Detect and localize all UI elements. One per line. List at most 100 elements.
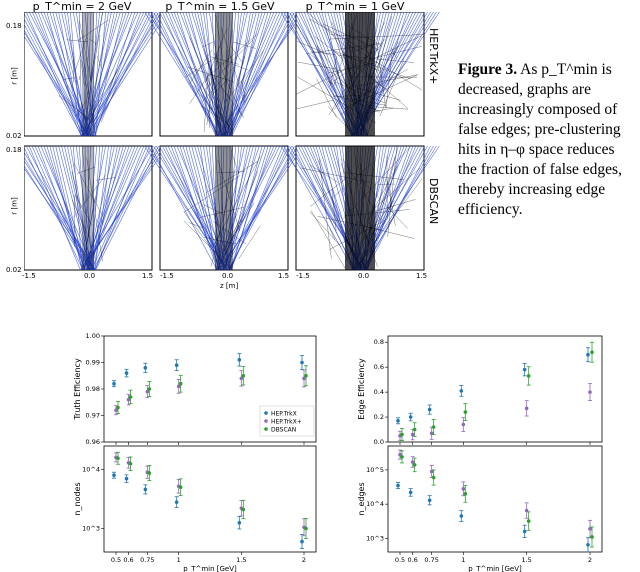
data-point: [124, 476, 129, 481]
xtick: 1.5: [142, 272, 154, 280]
data-point: [178, 381, 183, 386]
caption-text: As p_T^min is decreased, graphs are incr…: [458, 61, 622, 218]
data-point: [112, 473, 116, 478]
y-tick-label: 10^4: [82, 465, 100, 473]
data-point: [114, 408, 118, 412]
ytick-bot-2: 0.02: [6, 266, 22, 274]
data-point: [461, 487, 466, 491]
data-point: [300, 360, 304, 365]
data-point: [588, 390, 592, 394]
data-point: [143, 487, 148, 492]
data-point: [174, 500, 179, 504]
data-point: [412, 427, 417, 432]
data-point: [412, 463, 417, 467]
x-tick-label: 0.75: [424, 556, 438, 564]
data-point: [128, 461, 133, 466]
y-tick-label: 10^3: [366, 534, 384, 542]
col-title-2gev: p_T^min = 2 GeV: [32, 0, 132, 13]
data-point: [410, 432, 415, 437]
data-point: [145, 389, 150, 394]
data-point: [128, 395, 133, 399]
xtick: 0.0: [358, 272, 370, 280]
data-point: [526, 374, 531, 378]
data-point: [241, 373, 246, 378]
data-point: [429, 469, 434, 474]
xtick: 0.0: [84, 272, 96, 280]
yaxis-label-1: r [m]: [10, 67, 19, 85]
data-point: [396, 483, 400, 488]
data-point: [241, 507, 246, 512]
data-point: [429, 431, 434, 436]
xtick: 0.0: [222, 272, 234, 280]
xtick: 1.5: [278, 272, 290, 280]
data-point: [459, 514, 464, 518]
data-point: [237, 520, 242, 525]
y-tick-label: 10^5: [366, 466, 384, 474]
data-point: [116, 456, 120, 461]
data-point: [237, 358, 242, 362]
x-tick-label: 1.5: [521, 556, 531, 564]
ytick-bot-1: 0.02: [6, 132, 22, 140]
xaxis-label: z [m]: [220, 282, 239, 290]
x-tick-label: 0.5: [395, 556, 405, 564]
event-display-grid: [24, 12, 440, 271]
data-point: [590, 350, 594, 355]
y-axis-label: Edge Efficiency: [357, 358, 366, 419]
event-display-panel: [144, 145, 304, 271]
data-point: [178, 485, 183, 490]
data-point: [300, 539, 304, 544]
data-point: [408, 490, 413, 495]
data-point: [461, 422, 466, 427]
data-point: [431, 425, 436, 429]
y-tick-label: 0.2: [374, 413, 384, 421]
chart-panel: 10^4 10^3 n_nodes 0.5 0.6 0.75 1 1.5 2 p_T^min [G…: [73, 445, 317, 572]
x-tick-label: 1.5: [236, 556, 246, 564]
data-point: [586, 542, 590, 547]
y-tick-label: 0.8: [374, 338, 384, 346]
y-axis-label: Truth Efficiency: [73, 358, 82, 421]
legend-entry: HEP.TrkX: [271, 411, 297, 418]
data-point: [526, 519, 531, 523]
data-point: [463, 410, 468, 414]
event-display-panel: [144, 12, 304, 137]
data-point: [124, 371, 129, 375]
data-point: [174, 363, 179, 367]
y-axis-label: n_nodes: [73, 482, 82, 515]
data-point: [524, 508, 529, 513]
event-display-panel: [280, 12, 440, 137]
x-tick-label: 1: [177, 556, 181, 564]
ytick-top-2: 0.18: [6, 146, 22, 154]
xtick: -1.5: [296, 272, 310, 280]
y-tick-label: 0.0: [374, 438, 384, 446]
legend-entry: DBSCAN: [271, 427, 296, 434]
data-point: [304, 526, 308, 531]
data-point: [524, 406, 529, 411]
data-point: [126, 397, 131, 402]
data-point: [588, 527, 592, 531]
event-display-panel: [24, 145, 168, 271]
data-point: [463, 492, 468, 496]
y-axis-label: n_edges: [357, 482, 366, 515]
x-tick-label: 2: [588, 556, 592, 564]
data-point: [427, 498, 432, 503]
y-tick-label: 0.99: [86, 359, 100, 367]
y-tick-label: 10^3: [82, 525, 100, 533]
row-label-dbscan: DBSCAN: [427, 178, 440, 225]
data-point: [400, 455, 404, 459]
data-point: [302, 376, 306, 381]
chart-panel: 10^5 10^4 10^3 n_edges 0.5 0.6 0.75 1 1.5 2 p_T^mi…: [357, 445, 603, 572]
x-tick-label: 2: [302, 556, 306, 564]
x-axis-label: p_T^min [GeV]: [468, 565, 522, 572]
data-point: [147, 387, 152, 391]
x-tick-label: 0.5: [111, 556, 121, 564]
x-axis-label: p_T^min [GeV]: [183, 565, 237, 572]
y-tick-label: 0.97: [86, 412, 100, 420]
data-point: [522, 367, 527, 372]
xtick: -1.5: [22, 272, 36, 280]
chart-panel: 0.8 0.6 0.4 0.2 0.0 Edge Efficiency: [357, 335, 603, 446]
x-tick-label: 0.75: [140, 556, 154, 564]
yaxis-label-2: r [m]: [10, 197, 19, 215]
data-point: [147, 471, 152, 475]
